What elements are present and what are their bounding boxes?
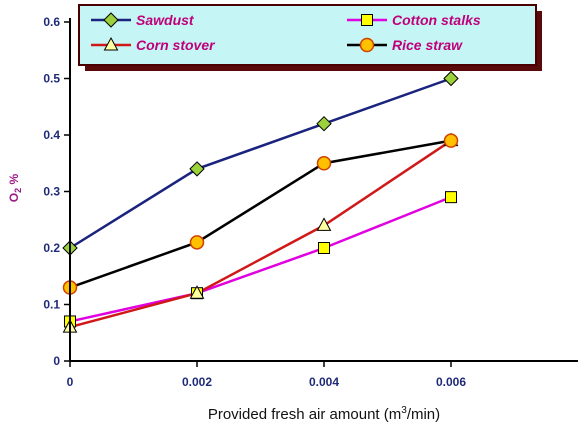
y-axis-label: O2 % <box>7 173 23 202</box>
y-tick-label: 0.4 <box>43 128 60 142</box>
legend-marker-rice-straw <box>359 37 375 53</box>
x-tick-label: 0.002 <box>182 375 212 389</box>
legend-label-cotton-stalks: Cotton stalks <box>392 12 481 28</box>
data-point-cotton-stalks <box>445 191 457 204</box>
data-point-corn-stover <box>316 217 332 231</box>
series-lines <box>69 77 452 329</box>
x-axis-label-part: /min) <box>407 406 440 423</box>
y-tick-label: 0.3 <box>43 185 60 199</box>
y-tick-label: 0.6 <box>43 15 60 29</box>
x-tick-label: 0 <box>67 375 74 389</box>
data-point-rice-straw <box>189 235 205 250</box>
y-tick-label: 0.5 <box>43 72 60 86</box>
legend-box <box>78 4 537 66</box>
data-point-sawdust <box>443 70 459 87</box>
legend-label-corn-stover: Corn stover <box>136 37 216 53</box>
x-tick-label: 0.006 <box>436 375 466 389</box>
y-axis-label-part: % <box>7 173 21 187</box>
y-tick-label: 0.2 <box>43 241 60 255</box>
legend: Sawdust Cotton stalks Corn stover Rice stra… <box>78 4 542 71</box>
data-point-sawdust <box>189 161 205 177</box>
y-axis-label-subscript: 2 <box>13 188 23 193</box>
data-point-cotton-stalks <box>318 242 330 254</box>
x-axis-label-part: Provided fresh air amount (m <box>208 406 401 423</box>
legend-label-rice-straw: Rice straw <box>392 37 463 53</box>
y-tick-label: 0.1 <box>43 298 60 312</box>
series-line-sawdust <box>69 77 452 250</box>
data-point-rice-straw <box>316 156 332 171</box>
y-axis-ticks: 0 0.1 0.2 0.3 0.4 0.5 0.6 <box>43 15 70 368</box>
legend-items: Sawdust Cotton stalks Corn stover Rice stra… <box>91 12 481 53</box>
legend-label-sawdust: Sawdust <box>136 12 195 28</box>
data-point-sawdust <box>316 115 332 132</box>
legend-marker-corn-stover <box>103 36 119 51</box>
data-point-corn-stover <box>189 285 205 299</box>
legend-marker-cotton-stalks <box>361 14 373 26</box>
x-axis-ticks: 0 0.002 0.004 0.006 <box>67 361 466 389</box>
data-point-rice-straw <box>443 133 459 148</box>
y-tick-label: 0 <box>53 354 60 368</box>
series-line-corn-stover <box>69 139 452 329</box>
x-axis-label: Provided fresh air amount (m3/min) <box>208 405 440 423</box>
series-line-cotton-stalks <box>69 195 452 323</box>
x-tick-label: 0.004 <box>309 375 339 389</box>
legend-marker-sawdust <box>103 12 119 28</box>
x-axis-label-superscript: 3 <box>401 405 407 416</box>
y-axis-label-part: O <box>7 193 21 202</box>
series-line-rice-straw <box>69 139 452 289</box>
